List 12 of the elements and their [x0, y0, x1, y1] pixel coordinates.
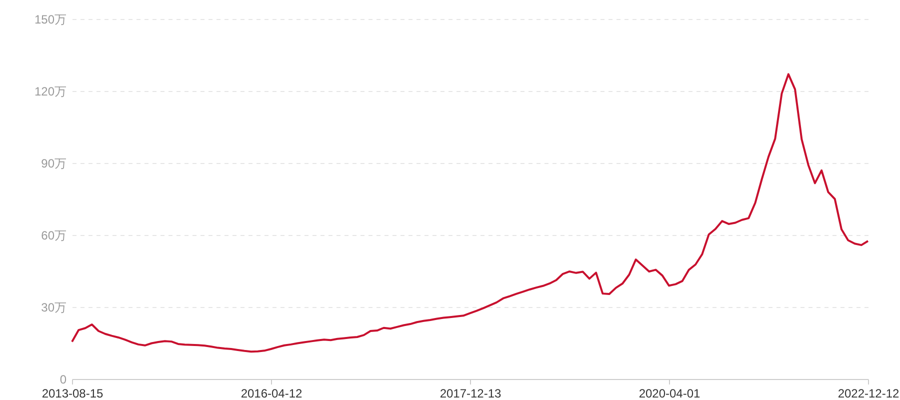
x-tick-label: 2022-12-12: [838, 386, 900, 400]
y-tick-label: 90万: [41, 156, 66, 170]
x-tick-label: 2020-04-01: [638, 386, 701, 400]
y-tick-label: 60万: [41, 228, 66, 242]
x-tick-label: 2017-12-13: [440, 386, 502, 400]
y-tick-label: 120万: [34, 84, 66, 98]
x-tick-label: 2013-08-15: [42, 386, 104, 400]
y-tick-label: 0: [60, 372, 67, 386]
line-series: [71, 73, 869, 353]
y-tick-label: 30万: [41, 300, 66, 314]
y-tick-label: 150万: [34, 12, 66, 26]
x-tick-label: 2016-04-12: [240, 386, 303, 400]
